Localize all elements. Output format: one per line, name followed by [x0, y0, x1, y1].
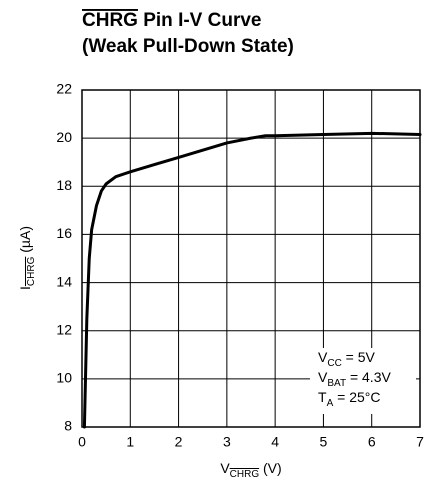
- label-main: I: [17, 286, 33, 290]
- y-tick-label: 14: [56, 273, 72, 289]
- annotation-sub: BAT: [327, 378, 346, 389]
- annotation-main: V: [318, 369, 328, 385]
- x-tick-label: 5: [320, 434, 328, 450]
- annotation-rest: = 4.3V: [346, 369, 391, 385]
- label-unit: (µA): [17, 226, 33, 257]
- y-tick-label: 16: [56, 225, 72, 241]
- x-tick-label: 1: [126, 434, 134, 450]
- plot-frame: [81, 89, 421, 428]
- annotation-sub: A: [327, 398, 334, 409]
- chart-title: CHRG Pin I-V Curve: [82, 10, 261, 31]
- annotation-rest: = 25°C: [333, 389, 380, 405]
- x-tick-label: 6: [368, 434, 376, 450]
- y-axis-label: ICHRG (µA): [17, 226, 37, 290]
- annotation-main: T: [318, 389, 327, 405]
- x-tick-label: 7: [416, 434, 424, 450]
- y-tick-label: 18: [56, 177, 72, 193]
- annotation-background: [310, 348, 416, 414]
- annotation: VCC = 5V: [318, 349, 376, 369]
- label-sub: CHRG: [26, 256, 37, 286]
- x-tick-label: 0: [78, 434, 86, 450]
- curve: [82, 131, 422, 429]
- title-part: CHRG: [82, 10, 138, 31]
- annotation-rest: = 5V: [342, 349, 376, 365]
- label-sub: CHRG: [230, 469, 260, 480]
- y-tick-label: 10: [56, 370, 72, 386]
- y-tick-label: 8: [64, 418, 72, 434]
- label-unit: (V): [259, 460, 282, 476]
- y-tick-label: 12: [56, 321, 72, 337]
- y-tick-label: 22: [56, 81, 72, 97]
- annotation: VBAT = 4.3V: [318, 369, 391, 389]
- chart-subtitle: (Weak Pull-Down State): [82, 36, 294, 57]
- x-tick-label: 4: [271, 434, 279, 450]
- annotation-sub: CC: [327, 358, 341, 369]
- title-part: (Weak Pull-Down State): [82, 36, 294, 57]
- label-main: V: [220, 460, 230, 476]
- x-axis-label: VCHRG (V): [220, 460, 281, 480]
- annotation-main: V: [318, 349, 328, 365]
- annotation: TA = 25°C: [318, 389, 380, 409]
- x-tick-label: 3: [223, 434, 231, 450]
- y-tick-label: 20: [56, 129, 72, 145]
- x-tick-label: 2: [175, 434, 183, 450]
- title-part: Pin I-V Curve: [138, 10, 262, 31]
